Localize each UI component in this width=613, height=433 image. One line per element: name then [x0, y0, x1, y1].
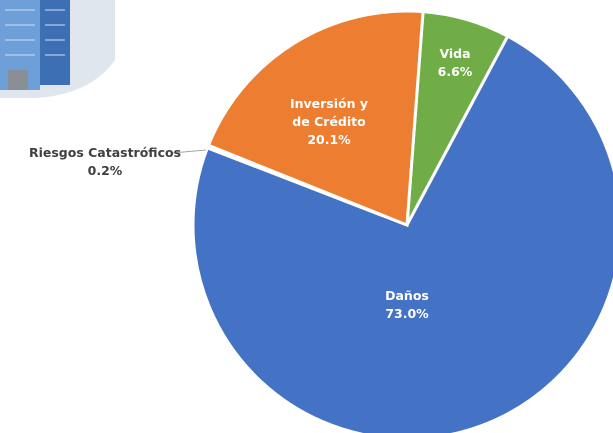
category-label: Riesgos Catastróficos — [28, 145, 182, 160]
leader-line — [171, 149, 207, 154]
value-label: 6.6% — [437, 64, 473, 79]
category-label: Vida — [439, 46, 471, 61]
category-label: Inversión y de Crédito — [289, 96, 369, 129]
category-label: Daños — [385, 288, 429, 303]
building-icon — [0, 0, 115, 98]
data-label: Daños 73.0% — [362, 287, 452, 323]
data-label: Inversión y de Crédito 20.1% — [284, 95, 374, 149]
pie-slice — [206, 9, 425, 228]
value-label: 0.2% — [87, 163, 123, 178]
data-label: Riesgos Catastróficos 0.2% — [5, 144, 205, 180]
pie-slice — [191, 34, 613, 433]
value-label: 20.1% — [307, 132, 351, 147]
value-label: 73.0% — [385, 306, 429, 321]
data-label: Vida 6.6% — [410, 45, 500, 81]
